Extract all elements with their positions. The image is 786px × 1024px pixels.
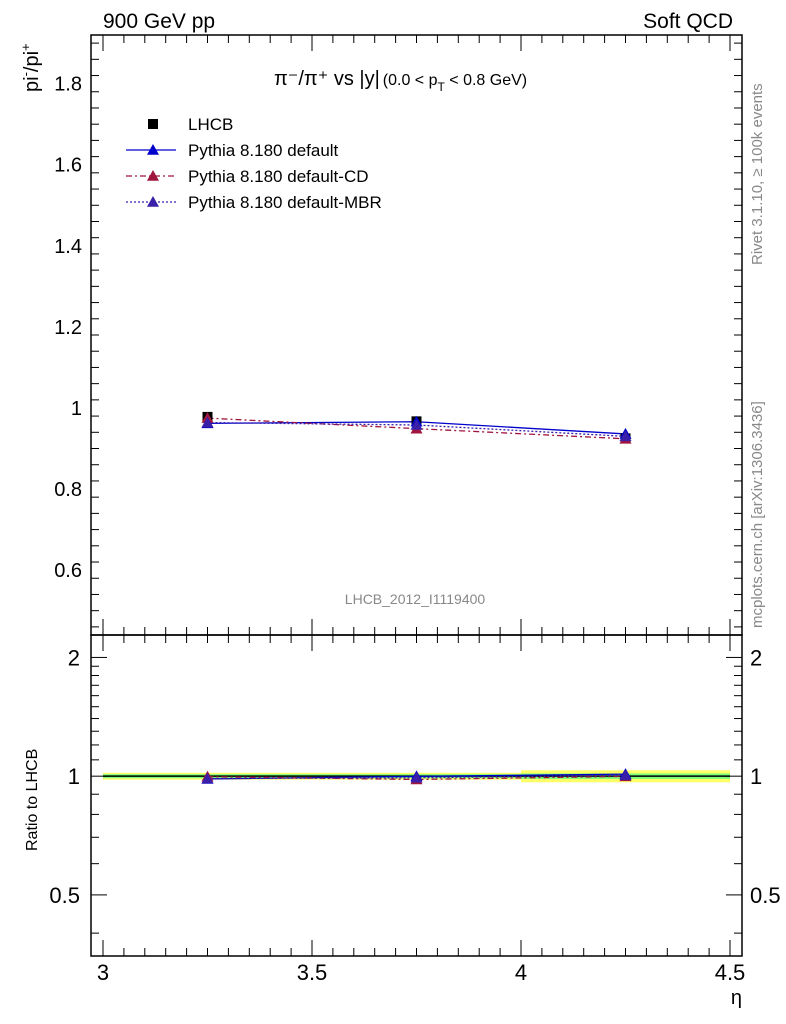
marker-mbr — [410, 419, 423, 430]
legend-label-data: LHCB — [188, 115, 233, 134]
ratio-y-tick-labels: 0.5 0.5 1 1 2 2 — [49, 645, 780, 907]
y-tick-label: 1.8 — [54, 74, 82, 96]
ratio-y-tick-label-right: 2 — [750, 645, 762, 670]
ratio-y-tick-label: 2 — [68, 645, 80, 670]
legend-label-mbr: Pythia 8.180 default-MBR — [188, 193, 382, 212]
ratio-series — [201, 768, 632, 785]
x-tick-label: 4 — [515, 960, 527, 985]
ratio-y-axis-label: Ratio to LHCB — [24, 749, 41, 851]
x-tick-label: 4.5 — [715, 960, 746, 985]
legend-marker-cd — [147, 170, 159, 181]
analysis-label: LHCB_2012_I1119400 — [345, 591, 486, 607]
legend-marker-mbr — [147, 196, 159, 207]
ratio-y-tick-label: 0.5 — [49, 883, 80, 908]
main-panel: 0.6 0.8 1 1.2 1.4 1.6 1.8 pi-/pi+ π⁻/π⁺ vs |y|… — [18, 34, 743, 636]
y-tick-label: 0.8 — [54, 479, 82, 501]
main-y-axis-label: pi-/pi+ — [18, 43, 43, 92]
ratio-marker-mbr — [410, 771, 423, 783]
ratio-x-ticks — [102, 635, 731, 956]
ratio-x-tick-labels: 3 3.5 4 4.5 — [97, 960, 745, 985]
marker-mbr — [201, 416, 214, 428]
y-tick-label: 1.2 — [54, 317, 82, 339]
legend-marker-default — [147, 144, 159, 155]
header-right: Soft QCD — [643, 10, 733, 33]
ratio-panel: 0.5 0.5 1 1 2 2 3 3.5 4 4.5 Ratio to LHCB η — [24, 634, 781, 1009]
ratio-marker-mbr — [619, 769, 632, 781]
x-tick-label: 3 — [97, 960, 109, 985]
ratio-y-tick-label-right: 0.5 — [750, 883, 781, 908]
header-left: 900 GeV pp — [103, 10, 215, 33]
y-tick-label: 1.4 — [54, 236, 82, 258]
rivet-version-text: Rivet 3.1.10, ≥ 100k events — [749, 83, 766, 265]
x-tick-label: 3.5 — [297, 960, 328, 985]
chart-title: π⁻/π⁺ vs |y| (0.0 < pT < 0.8 GeV) — [274, 68, 527, 94]
main-y-ticks — [91, 42, 742, 628]
y-tick-label: 0.6 — [54, 560, 82, 582]
marker-mbr — [619, 430, 632, 442]
legend: LHCB Pythia 8.180 default Pythia 8.180 def… — [126, 115, 382, 212]
ratio-marker-mbr — [201, 772, 214, 784]
ratio-panel-frame — [90, 634, 743, 957]
ratio-y-ticks — [91, 656, 742, 934]
y-tick-label: 1.6 — [54, 155, 82, 177]
main-series — [201, 411, 632, 444]
legend-label-cd: Pythia 8.180 default-CD — [188, 167, 369, 186]
main-x-ticks — [102, 35, 731, 635]
mcplots-url-text: mcplots.cern.ch [arXiv:1306.3436] — [749, 401, 766, 628]
y-tick-label: 1 — [71, 398, 82, 420]
x-axis-label: η — [731, 987, 742, 1009]
legend-marker-lhcb — [148, 119, 158, 129]
ratio-y-tick-label: 1 — [68, 764, 80, 789]
main-y-tick-labels: 0.6 0.8 1 1.2 1.4 1.6 1.8 — [54, 74, 82, 582]
ratio-y-tick-label-right: 1 — [750, 764, 762, 789]
legend-label-default: Pythia 8.180 default — [188, 141, 339, 160]
